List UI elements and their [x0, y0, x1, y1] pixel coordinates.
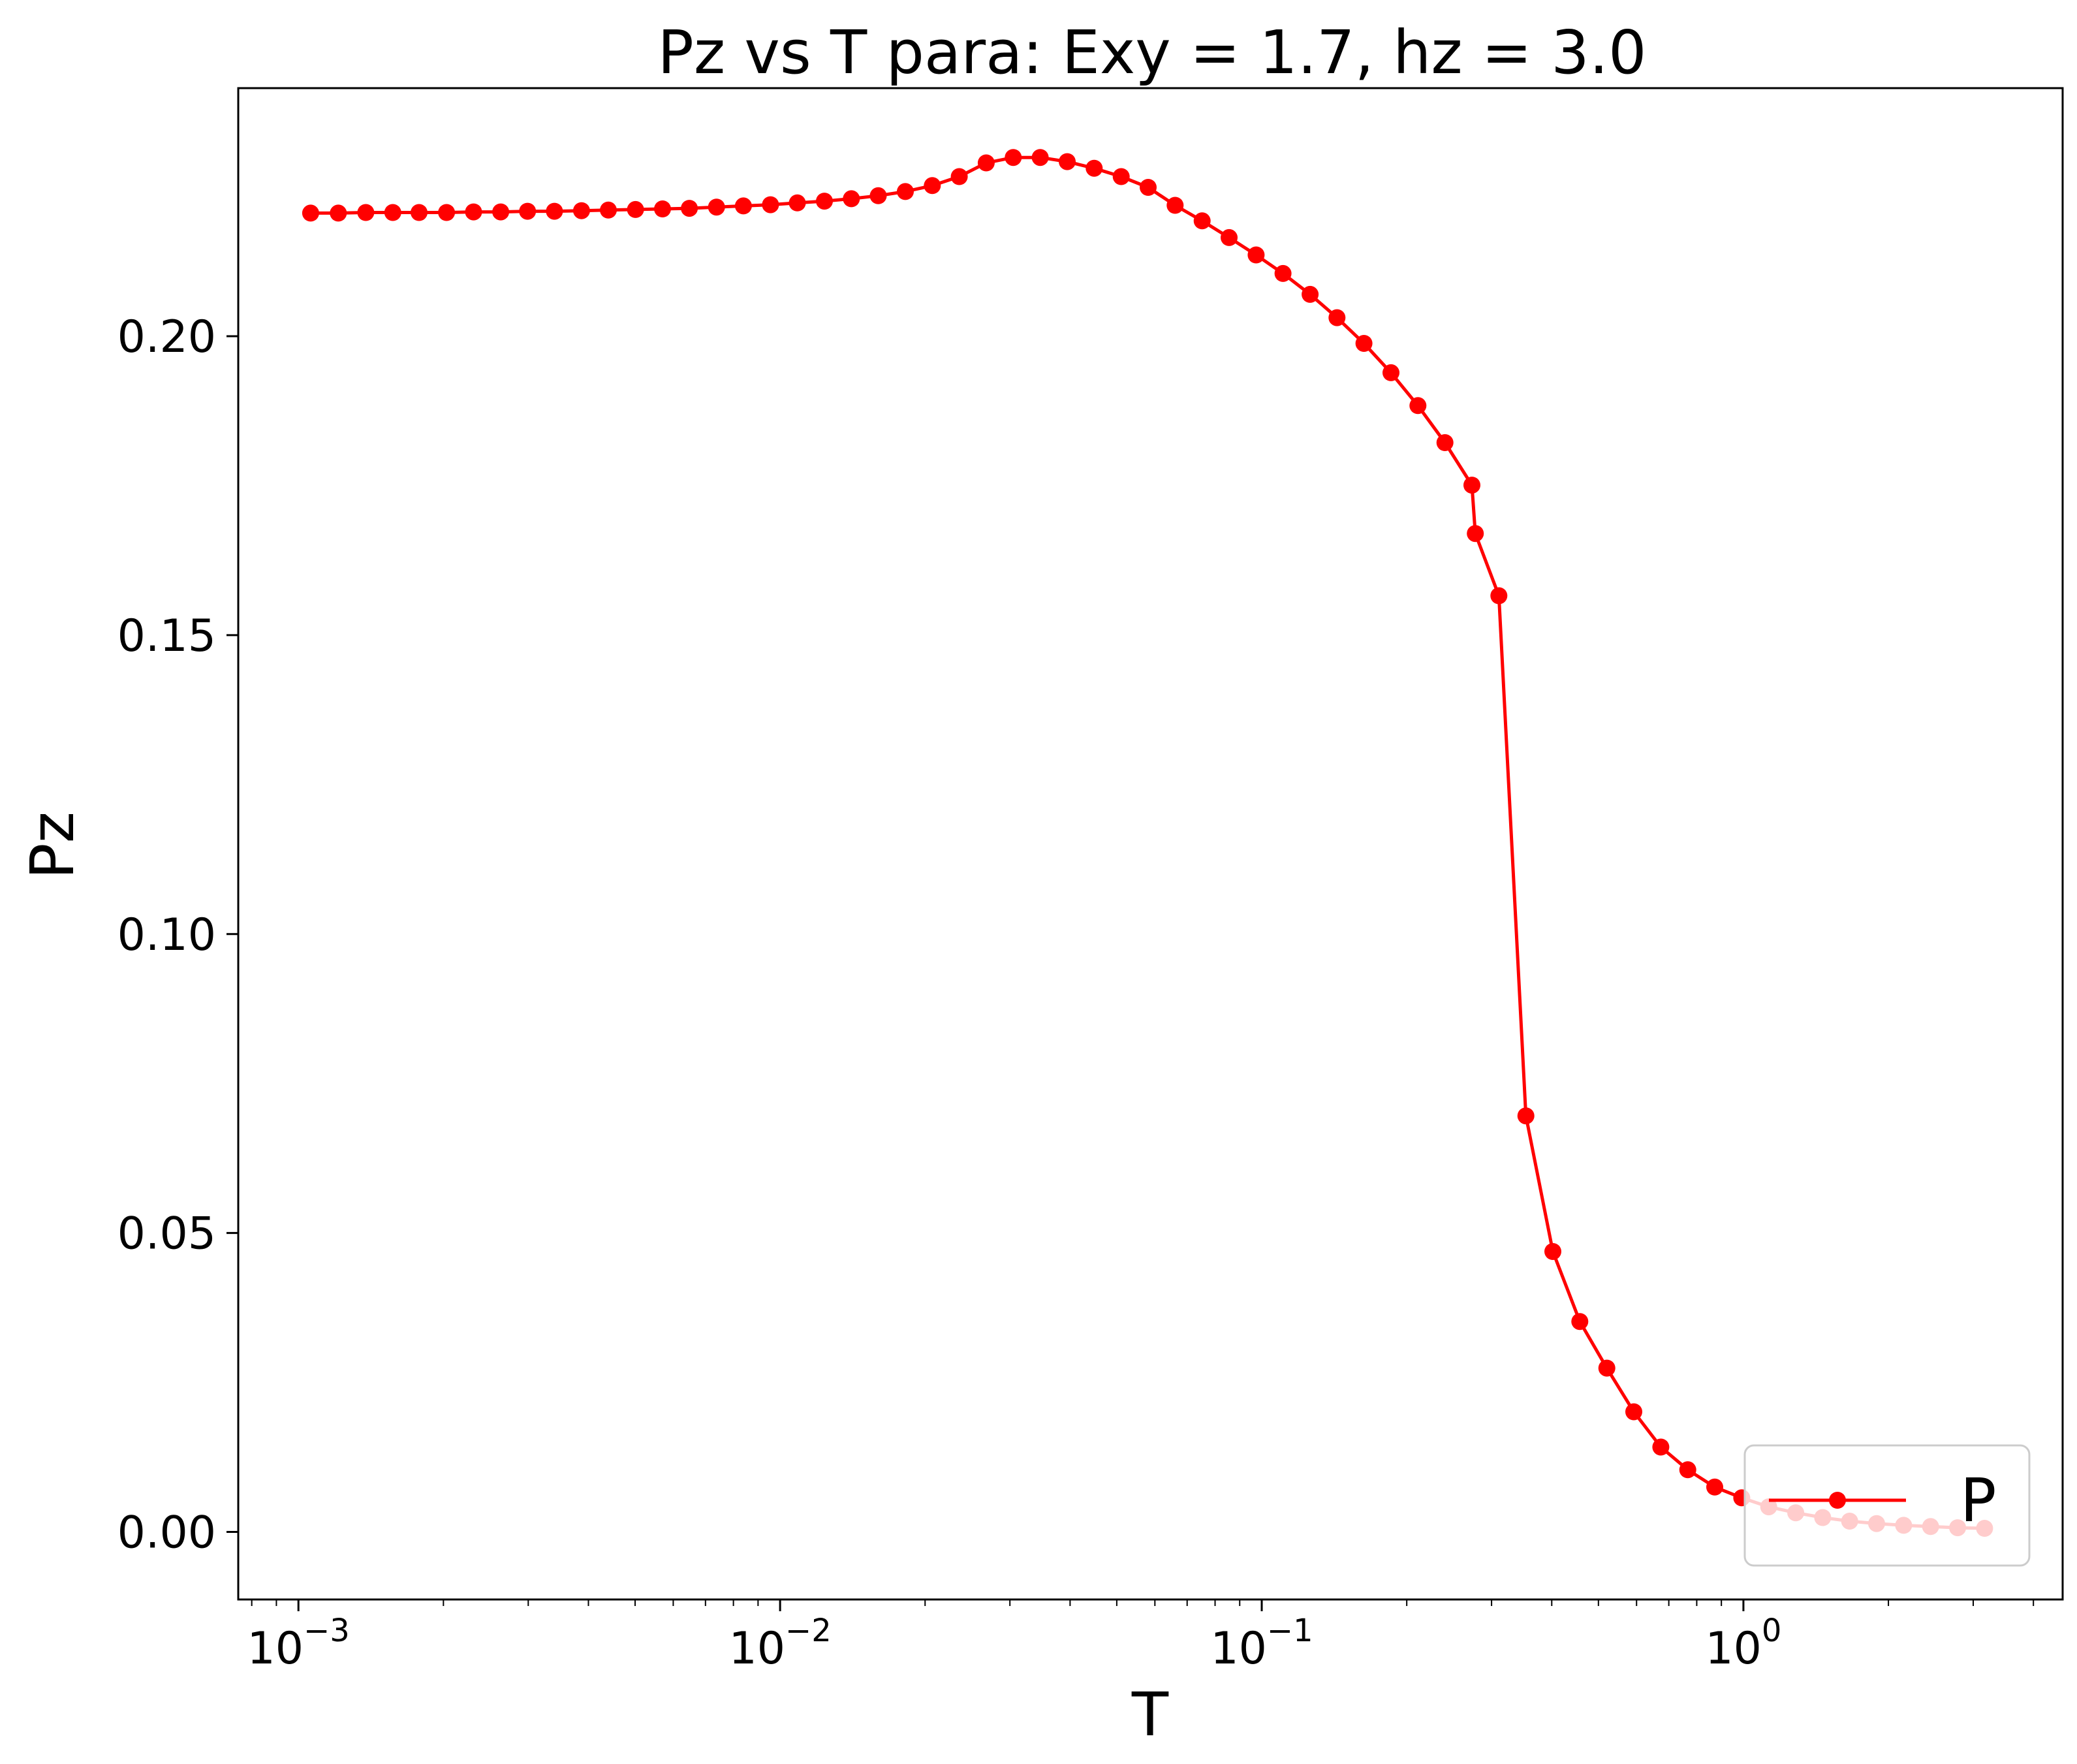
data-point	[1302, 285, 1319, 303]
data-point	[1112, 168, 1130, 185]
data-point	[1436, 434, 1454, 451]
x-tick-label-base: 10	[1705, 1623, 1762, 1675]
data-point	[1490, 587, 1508, 605]
data-point	[302, 204, 319, 222]
data-point	[600, 201, 617, 219]
data-point	[1517, 1107, 1535, 1125]
x-tick-label-exponent: −2	[785, 1613, 832, 1649]
data-point	[1409, 397, 1427, 415]
x-axis-label: T	[1131, 1680, 1169, 1750]
data-point	[1085, 159, 1103, 177]
data-point	[977, 154, 995, 172]
data-point	[897, 183, 914, 200]
plot-frame	[237, 87, 2064, 1601]
data-point	[1382, 364, 1399, 381]
data-point	[843, 190, 860, 208]
data-point	[1679, 1461, 1696, 1479]
legend-entry-label: P	[1960, 1466, 1996, 1536]
data-point	[411, 204, 428, 221]
data-point	[1059, 153, 1076, 170]
x-tick-label-exponent: 0	[1762, 1613, 1782, 1649]
x-tick-label: 10−1	[1210, 1613, 1313, 1675]
data-point	[950, 168, 968, 185]
legend-marker-swatch	[1829, 1492, 1846, 1509]
data-point	[1166, 197, 1184, 214]
y-tick-label: 0.05	[117, 1208, 216, 1260]
data-point	[1005, 149, 1022, 166]
data-point	[1652, 1438, 1670, 1456]
data-point	[572, 202, 590, 219]
y-tick-label: 0.00	[117, 1507, 216, 1559]
data-point	[465, 203, 482, 221]
data-point	[1706, 1478, 1723, 1496]
data-point	[1625, 1403, 1642, 1421]
legend-box	[1743, 1444, 2031, 1567]
data-point	[1467, 525, 1484, 543]
data-point	[1571, 1313, 1589, 1331]
y-tick-label: 0.20	[117, 311, 216, 363]
data-point	[1031, 149, 1049, 166]
data-point	[1221, 228, 1238, 246]
data-point	[1193, 212, 1211, 230]
y-tick-label: 0.15	[117, 610, 216, 662]
data-point	[438, 204, 456, 221]
x-tick-label-base: 10	[247, 1623, 304, 1675]
x-tick-label-exponent: −1	[1267, 1613, 1313, 1649]
data-point	[1247, 246, 1265, 264]
series-line-P	[310, 155, 1985, 1530]
data-point	[789, 194, 806, 212]
data-point	[1598, 1359, 1616, 1377]
x-tick-label: 10−2	[728, 1613, 831, 1675]
data-point	[519, 202, 537, 220]
data-point	[762, 196, 779, 213]
data-point	[734, 197, 752, 215]
data-point	[654, 200, 671, 217]
y-axis-label: Pz	[18, 811, 87, 879]
data-point	[1544, 1243, 1561, 1260]
data-point	[924, 177, 941, 195]
data-point	[1463, 477, 1480, 494]
y-tick-label: 0.10	[117, 909, 216, 961]
x-tick-label: 10−3	[247, 1613, 350, 1675]
data-point	[627, 200, 644, 218]
data-point	[1140, 179, 1157, 196]
data-point	[1274, 264, 1292, 282]
x-tick-label-base: 10	[728, 1623, 785, 1675]
chart-title: Pz vs T para: Exy = 1.7, hz = 3.0	[657, 18, 1646, 87]
legend: P	[1743, 1444, 2031, 1567]
data-point	[1328, 309, 1346, 326]
data-point	[330, 204, 347, 222]
data-point	[357, 204, 375, 221]
data-point	[1355, 335, 1373, 352]
x-tick-label-exponent: −3	[304, 1613, 350, 1649]
data-point	[869, 187, 887, 204]
x-tick-label-base: 10	[1210, 1623, 1267, 1675]
data-point	[384, 204, 401, 221]
data-point	[681, 200, 698, 217]
data-point	[546, 202, 563, 220]
data-point	[816, 193, 833, 210]
x-tick-label: 100	[1705, 1613, 1781, 1675]
series-layer	[302, 149, 1993, 1537]
data-point	[708, 198, 725, 216]
data-point	[492, 203, 510, 221]
